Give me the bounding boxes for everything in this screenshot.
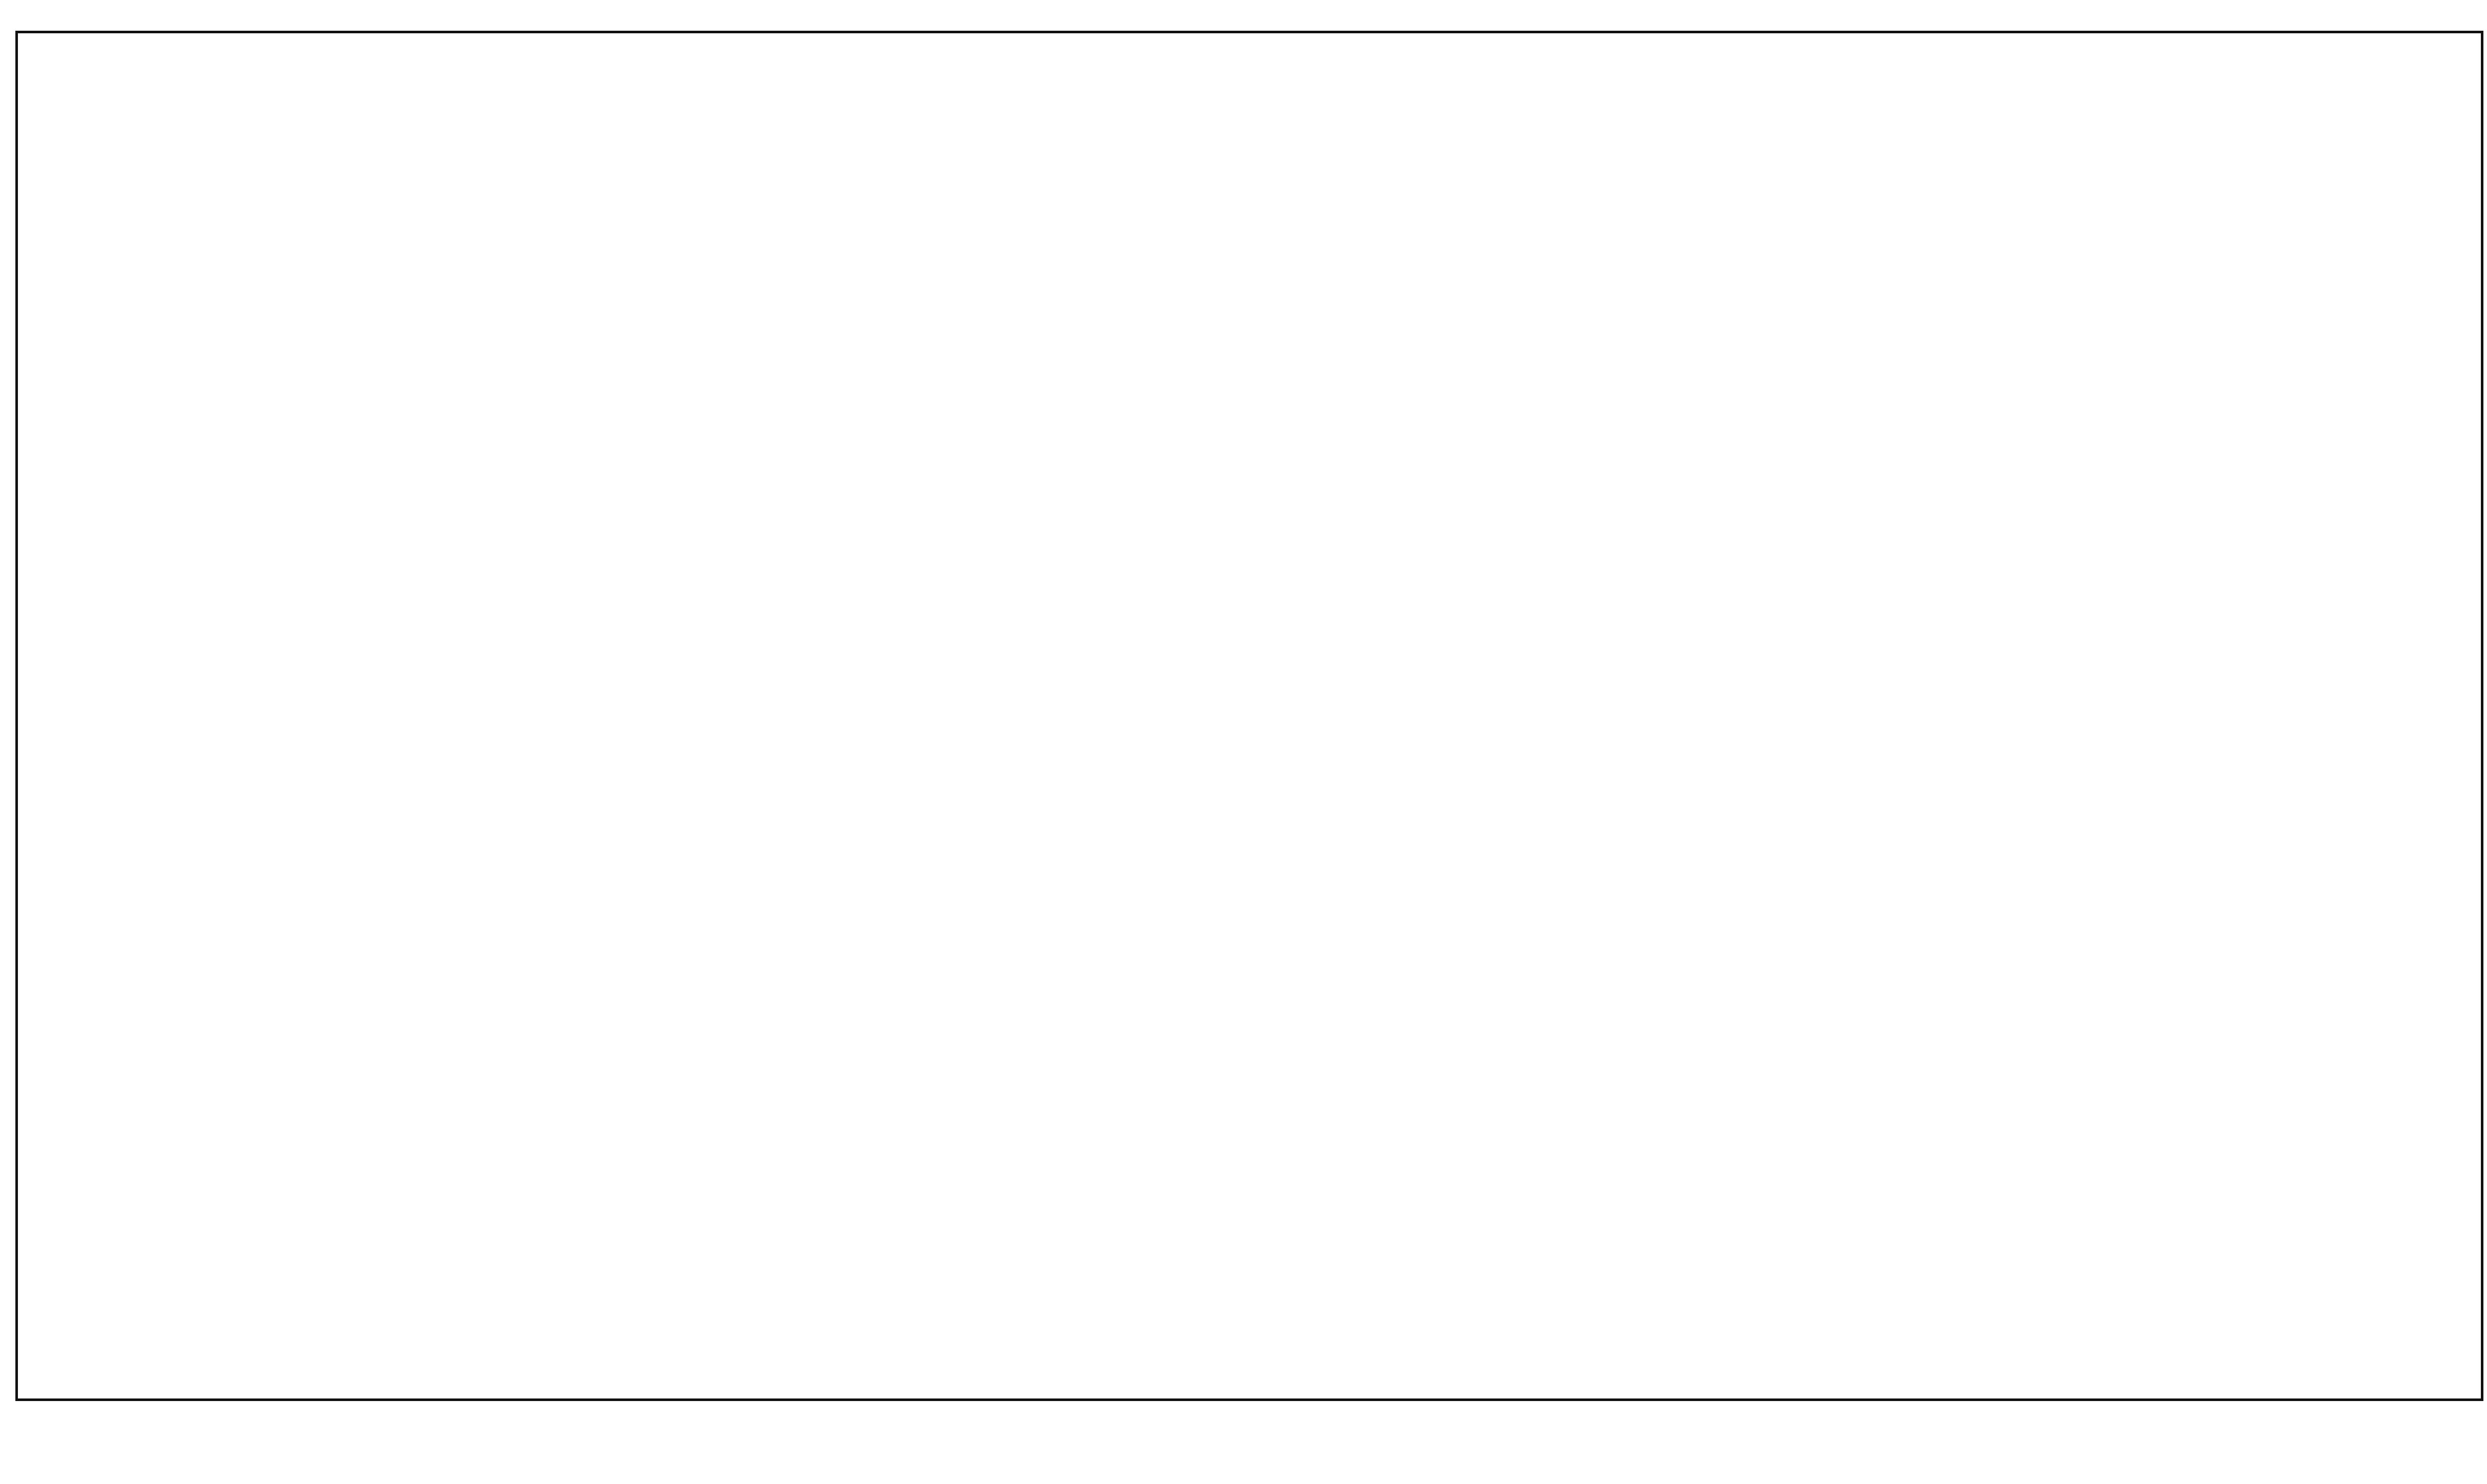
maintenance-schedule-table [15, 31, 2483, 1401]
